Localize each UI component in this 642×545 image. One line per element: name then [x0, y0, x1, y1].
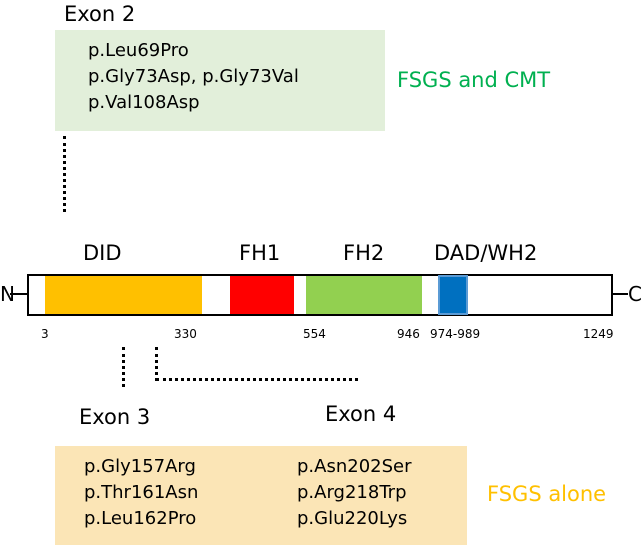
fh1-label: FH1	[239, 241, 281, 265]
fh2-label: FH2	[343, 241, 385, 265]
exon-4-label: Exon 4	[325, 402, 397, 426]
exon-2-label: Exon 2	[64, 2, 136, 26]
mutation-item: p.Gly73Asp, p.Gly73Val	[88, 66, 299, 87]
fsgs-cmt-label: FSGS and CMT	[397, 68, 551, 92]
mutation-item: p.Leu162Pro	[84, 508, 197, 529]
mutation-item: p.Thr161Asn	[84, 482, 199, 503]
position-974-989: 974-989	[430, 327, 481, 341]
fh2-domain	[306, 276, 422, 314]
mutation-item: p.Val108Asp	[88, 92, 200, 113]
mutation-item: p.Arg218Trp	[297, 482, 407, 503]
exon-3-label: Exon 3	[79, 405, 151, 429]
position-1249: 1249	[583, 327, 614, 341]
position-946: 946	[397, 327, 420, 341]
did-label: DID	[83, 241, 122, 265]
mutation-item: p.Asn202Ser	[297, 456, 412, 477]
mutation-item: p.Gly157Arg	[84, 456, 196, 477]
mutation-item: p.Glu220Lys	[297, 508, 408, 529]
position-330: 330	[174, 327, 197, 341]
exon-4-connector-horizontal	[156, 378, 358, 381]
dad-wh2-label: DAD/WH2	[434, 241, 538, 265]
exon-3-4-mutation-box: p.Gly157Arg p.Thr161Asn p.Leu162Pro p.As…	[55, 446, 467, 545]
mutation-item: p.Leu69Pro	[88, 40, 189, 61]
fh1-domain	[230, 276, 294, 314]
exon-2-connector	[63, 136, 66, 212]
position-3: 3	[41, 327, 49, 341]
position-554: 554	[303, 327, 326, 341]
exon-3-connector	[122, 347, 125, 387]
did-domain	[45, 276, 202, 314]
exon-4-connector-vertical	[155, 347, 158, 381]
fsgs-alone-label: FSGS alone	[487, 482, 607, 506]
dad-wh2-domain	[438, 275, 468, 315]
c-terminus-label: C	[628, 282, 642, 306]
exon-2-mutation-box: p.Leu69Pro p.Gly73Asp, p.Gly73Val p.Val1…	[55, 30, 385, 131]
n-terminus-label: N	[0, 282, 15, 306]
